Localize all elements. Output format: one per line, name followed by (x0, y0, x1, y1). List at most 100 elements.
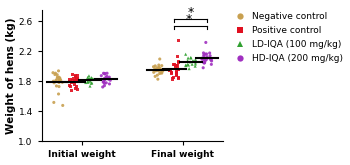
Point (202, 61, 208, 64)
Point (207, 54, 213, 57)
Point (107, 79, 113, 82)
Point (69, 80, 75, 82)
Point (171, 76, 176, 79)
Point (204, 53, 209, 55)
Point (105, 77, 111, 80)
Point (72, 74, 78, 77)
Point (183, 64, 189, 66)
Point (54, 77, 60, 80)
Point (101, 72, 106, 75)
Point (176, 68, 182, 71)
Point (175, 65, 180, 67)
Point (101, 81, 106, 83)
Point (89, 76, 94, 79)
Point (57, 77, 63, 79)
Point (67, 80, 72, 83)
Point (201, 61, 206, 64)
Point (104, 72, 110, 75)
Point (185, 57, 191, 59)
Point (185, 59, 190, 62)
Point (55, 76, 60, 78)
Point (86, 75, 92, 77)
Point (151, 71, 156, 74)
Point (71, 83, 77, 86)
Point (203, 41, 209, 44)
Point (85, 78, 91, 80)
Point (168, 72, 174, 75)
Point (207, 57, 212, 60)
Point (174, 68, 179, 71)
Point (201, 52, 206, 54)
Point (89, 77, 94, 80)
Point (52, 73, 58, 76)
Point (156, 64, 162, 66)
Point (87, 85, 93, 87)
Point (56, 85, 62, 88)
Text: *: * (186, 13, 192, 26)
Point (190, 60, 196, 62)
Point (102, 77, 107, 80)
Point (102, 72, 107, 75)
Point (85, 81, 91, 83)
Point (201, 53, 207, 56)
Point (72, 80, 78, 83)
Point (186, 67, 192, 70)
Point (156, 66, 162, 69)
Point (193, 65, 198, 67)
Point (203, 53, 208, 55)
Point (57, 79, 62, 82)
Point (89, 82, 95, 84)
Point (167, 69, 173, 72)
Point (207, 52, 212, 54)
Point (158, 68, 163, 71)
Point (171, 63, 177, 66)
Point (157, 58, 162, 60)
Point (90, 77, 96, 80)
Point (56, 93, 61, 95)
Point (56, 81, 62, 84)
Point (187, 61, 193, 63)
Point (104, 82, 109, 84)
Point (54, 73, 60, 76)
Point (69, 89, 75, 92)
Point (199, 57, 205, 60)
Point (89, 82, 94, 85)
Point (54, 85, 59, 87)
Point (208, 58, 214, 61)
Point (98, 74, 104, 77)
Point (75, 80, 80, 82)
Point (68, 85, 74, 88)
Point (87, 78, 92, 80)
Point (153, 65, 158, 67)
Point (67, 78, 73, 81)
Point (58, 79, 63, 81)
Point (102, 82, 107, 85)
Point (193, 58, 198, 61)
Point (106, 77, 111, 79)
Point (169, 71, 175, 73)
Point (85, 76, 91, 79)
Point (174, 72, 180, 74)
Point (106, 78, 112, 81)
Point (75, 75, 80, 77)
Point (151, 65, 156, 68)
Point (185, 63, 190, 66)
Point (173, 64, 179, 67)
Point (51, 80, 56, 82)
Point (102, 84, 107, 87)
Point (102, 73, 108, 75)
Point (201, 58, 206, 61)
Point (74, 85, 79, 88)
Point (174, 71, 180, 74)
Point (56, 76, 62, 79)
Point (57, 78, 62, 81)
Point (60, 81, 65, 84)
Point (157, 72, 162, 75)
Point (158, 71, 164, 74)
Point (190, 60, 196, 63)
Point (60, 104, 65, 107)
Point (70, 73, 75, 76)
Text: *: * (188, 6, 194, 19)
Point (156, 66, 162, 69)
Point (183, 64, 189, 67)
